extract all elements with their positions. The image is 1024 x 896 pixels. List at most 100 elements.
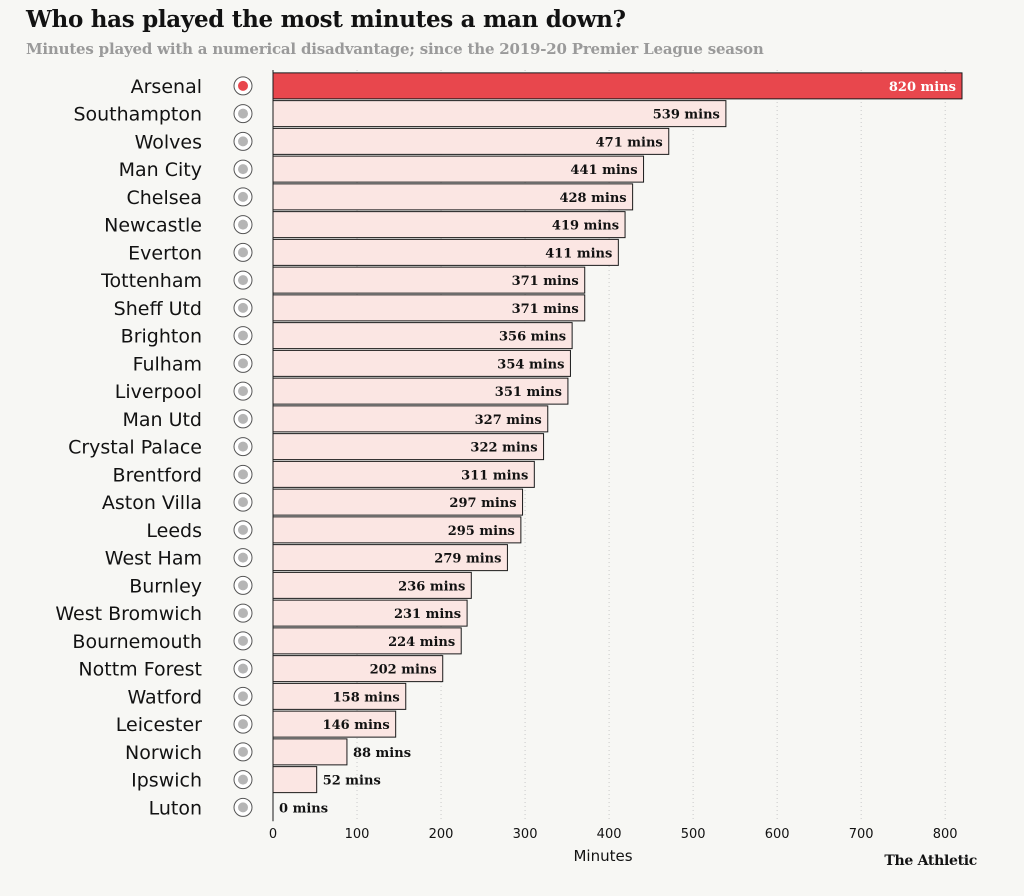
team-label: Ipswich bbox=[131, 770, 202, 792]
value-label: 0 mins bbox=[279, 801, 328, 816]
team-crest-icon bbox=[233, 187, 253, 207]
value-label: 441 mins bbox=[570, 163, 637, 178]
value-label: 88 mins bbox=[353, 746, 411, 761]
team-label: Arsenal bbox=[131, 76, 202, 98]
crest-core bbox=[238, 330, 248, 341]
bar bbox=[272, 211, 626, 239]
value-label: 428 mins bbox=[559, 191, 626, 206]
team-crest-icon bbox=[233, 215, 253, 235]
value-label: 327 mins bbox=[475, 413, 542, 428]
team-crest-icon bbox=[233, 797, 253, 817]
value-label: 279 mins bbox=[434, 552, 501, 567]
bar bbox=[272, 710, 397, 738]
team-crest-icon bbox=[233, 464, 253, 484]
team-label: Norwich bbox=[125, 742, 202, 764]
x-tick-label: 700 bbox=[849, 827, 874, 842]
bar bbox=[272, 405, 549, 433]
crest-core bbox=[238, 247, 248, 258]
crest-core bbox=[238, 774, 248, 785]
team-label: West Ham bbox=[105, 548, 202, 570]
bar bbox=[272, 72, 963, 100]
bar bbox=[272, 682, 407, 710]
crest-core bbox=[238, 469, 248, 480]
bar bbox=[272, 460, 535, 488]
value-label: 295 mins bbox=[448, 524, 515, 539]
crest-core bbox=[238, 552, 248, 563]
x-tick-label: 100 bbox=[345, 827, 370, 842]
publisher-logo: The Athletic bbox=[884, 853, 977, 869]
value-label: 539 mins bbox=[653, 108, 720, 123]
team-crest-icon bbox=[233, 631, 253, 651]
team-label: Leicester bbox=[116, 714, 202, 736]
value-label: 354 mins bbox=[497, 357, 564, 372]
value-label: 311 mins bbox=[461, 468, 528, 483]
team-label: Brighton bbox=[121, 326, 202, 348]
bar bbox=[272, 349, 571, 377]
team-label: Man Utd bbox=[122, 409, 202, 431]
team-crest-icon bbox=[233, 520, 253, 540]
bar bbox=[272, 155, 645, 183]
value-label: 231 mins bbox=[394, 607, 461, 622]
team-label: Watford bbox=[127, 686, 202, 708]
value-label: 411 mins bbox=[545, 246, 612, 261]
bar bbox=[272, 266, 586, 294]
bar bbox=[272, 377, 569, 405]
team-crest-icon bbox=[233, 131, 253, 151]
team-crest-icon bbox=[233, 659, 253, 679]
team-crest-icon bbox=[233, 270, 253, 290]
crest-core bbox=[238, 386, 248, 397]
x-axis-title: Minutes bbox=[573, 847, 632, 865]
value-label: 146 mins bbox=[323, 718, 390, 733]
team-crest-icon bbox=[233, 242, 253, 262]
value-label: 322 mins bbox=[470, 441, 537, 456]
crest-core bbox=[238, 608, 248, 619]
value-label: 371 mins bbox=[512, 274, 579, 289]
value-label: 158 mins bbox=[333, 690, 400, 705]
x-tick-label: 400 bbox=[597, 827, 622, 842]
x-tick-label: 300 bbox=[513, 827, 538, 842]
team-crest-icon bbox=[233, 770, 253, 790]
value-label: 202 mins bbox=[370, 663, 437, 678]
x-tick-label: 500 bbox=[681, 827, 706, 842]
crest-core bbox=[238, 358, 248, 369]
crest-core bbox=[238, 164, 248, 175]
team-crest-icon bbox=[233, 326, 253, 346]
team-label: Nottm Forest bbox=[78, 659, 202, 681]
crest-core bbox=[238, 275, 248, 286]
x-tick-label: 800 bbox=[933, 827, 958, 842]
crest-core bbox=[238, 219, 248, 230]
bar bbox=[272, 544, 508, 572]
x-tick-label: 0 bbox=[269, 827, 277, 842]
crest-core bbox=[238, 80, 248, 91]
bar bbox=[272, 294, 586, 322]
team-label: Chelsea bbox=[126, 187, 202, 209]
crest-core bbox=[238, 191, 248, 202]
crest-core bbox=[238, 497, 248, 508]
team-crest-icon bbox=[233, 159, 253, 179]
team-label: Man City bbox=[119, 159, 202, 181]
team-label: Bournemouth bbox=[72, 631, 202, 653]
value-label: 419 mins bbox=[552, 219, 619, 234]
team-crest-icon bbox=[233, 104, 253, 124]
bar bbox=[272, 183, 634, 211]
team-label: Wolves bbox=[135, 131, 202, 153]
bar bbox=[272, 488, 524, 516]
chart-title: Who has played the most minutes a man do… bbox=[26, 6, 626, 33]
team-crest-icon bbox=[233, 298, 253, 318]
team-label: West Bromwich bbox=[55, 603, 202, 625]
crest-core bbox=[238, 746, 248, 757]
team-label: Tottenham bbox=[100, 270, 202, 292]
crest-core bbox=[238, 524, 248, 535]
team-label: Everton bbox=[128, 242, 202, 264]
team-crest-icon bbox=[233, 603, 253, 623]
bar bbox=[272, 516, 522, 544]
team-crest-icon bbox=[233, 492, 253, 512]
bar bbox=[272, 127, 670, 155]
team-crest-icon bbox=[233, 575, 253, 595]
team-label: Liverpool bbox=[115, 381, 202, 403]
bar bbox=[272, 655, 444, 683]
crest-core bbox=[238, 691, 248, 702]
team-crest-icon bbox=[233, 686, 253, 706]
crest-core bbox=[238, 302, 248, 313]
